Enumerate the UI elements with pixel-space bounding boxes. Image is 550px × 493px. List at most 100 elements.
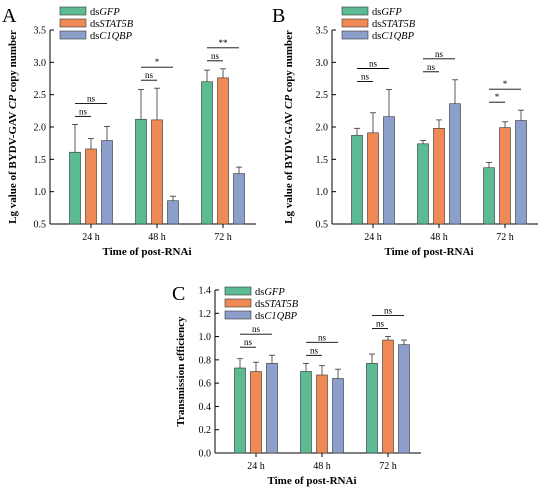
significance-label: ns: [435, 49, 444, 59]
legend-label-gene: STAT5B: [264, 299, 298, 310]
y-tick-label: 3.5: [316, 26, 329, 37]
chart-panel-c: C 0.0 0.2 0.4 0.6 0.8 1.0 1.2 1.4 Transmission ef…: [172, 283, 421, 487]
y-axis-title: Lg value of BYDV-GAV CP copy number: [7, 30, 19, 224]
x-tick-label: 72 h: [496, 232, 514, 243]
panel-letter: A: [2, 5, 17, 27]
significance-label: ns: [244, 337, 253, 347]
legend-label-prefix: ds: [255, 311, 264, 322]
bar: [433, 127, 445, 225]
legend-swatch: [341, 6, 369, 16]
y-tick-label: 1.5: [316, 155, 329, 166]
y-tick-label: 0.5: [34, 220, 47, 231]
significance-label: ns: [145, 70, 154, 80]
legend-swatch: [341, 18, 369, 28]
legend-label-prefix: ds: [90, 19, 99, 30]
legend-label-prefix: ds: [90, 7, 99, 18]
chart-panel-b: B 0.5 1.0 1.5 2.0 2.5 3.0 3.5 Lg value of BYDV-G…: [272, 5, 538, 258]
legend-label-prefix: ds: [90, 31, 99, 42]
significance-label: ns: [427, 62, 436, 72]
legend-swatch: [224, 310, 252, 320]
panel-letter: C: [172, 283, 185, 305]
y-tick-label: 0.8: [199, 355, 212, 366]
significance-label: *: [503, 79, 508, 89]
y-axis-title-italic: CP: [283, 95, 295, 109]
x-tick-label: 24 h: [247, 461, 265, 472]
significance-label: ns: [310, 345, 319, 355]
x-tick-label: 48 h: [148, 232, 166, 243]
x-tick-label: 24 h: [364, 232, 382, 243]
bar: [135, 118, 147, 225]
legend-swatch: [59, 6, 87, 16]
bar: [233, 173, 245, 225]
bar: [417, 143, 429, 225]
legend-label-gene: GFP: [99, 7, 120, 18]
y-tick-label: 3.0: [316, 58, 329, 69]
x-tick-label: 72 h: [379, 461, 397, 472]
legend-label-gene: C1QBP: [99, 31, 132, 42]
bar: [101, 140, 113, 225]
legend-swatch: [224, 286, 252, 296]
bar: [332, 378, 344, 454]
legend-label-prefix: ds: [372, 31, 381, 42]
legend-swatch: [224, 298, 252, 308]
y-axis-title-text: Lg value of BYDV-GAV: [7, 109, 19, 224]
y-axis-title-text: Transmission efficiency: [175, 316, 187, 427]
legend-label-gene: STAT5B: [99, 19, 133, 30]
significance-label: ns: [361, 71, 370, 81]
legend-label-gene: STAT5B: [381, 19, 415, 30]
bar: [449, 103, 461, 225]
y-tick-label: 0.5: [316, 220, 329, 231]
y-axis-title-suffix: copy number: [7, 30, 19, 95]
bar: [483, 167, 495, 225]
y-tick-label: 3.5: [34, 26, 47, 37]
y-tick-label: 1.2: [199, 309, 212, 320]
significance-label: ns: [79, 106, 88, 116]
y-tick-label: 2.0: [316, 123, 329, 134]
significance-label: *: [495, 92, 500, 102]
legend-label-gene: GFP: [381, 7, 402, 18]
y-tick-label: 0.4: [199, 402, 212, 413]
legend-label-prefix: ds: [255, 287, 264, 298]
bar: [167, 200, 179, 225]
bar: [398, 344, 410, 454]
y-tick-label: 1.0: [316, 187, 329, 198]
y-tick-label: 1.4: [199, 286, 212, 297]
legend-label: dsSTAT5B: [90, 19, 134, 30]
bar: [316, 374, 328, 454]
bar: [250, 371, 262, 454]
y-axis-title: Transmission efficiency: [175, 316, 187, 427]
x-tick-label: 24 h: [82, 232, 100, 243]
legend-label: dsGFP: [372, 7, 402, 18]
bar: [85, 148, 97, 225]
y-tick-label: 1.0: [199, 332, 212, 343]
x-tick-label: 48 h: [430, 232, 448, 243]
bar: [300, 371, 312, 454]
bar: [515, 120, 527, 225]
y-tick-label: 0.2: [199, 425, 212, 436]
bar: [366, 363, 378, 454]
legend-swatch: [341, 30, 369, 40]
y-axis-title-suffix: copy number: [283, 30, 295, 95]
y-tick-label: 1.5: [34, 155, 47, 166]
bar: [217, 77, 229, 225]
bar: [351, 135, 363, 225]
significance-label: *: [155, 57, 160, 67]
significance-label: ns: [369, 58, 378, 68]
x-axis-title: Time of post-RNAi: [267, 475, 356, 487]
legend-label: dsC1QBP: [90, 31, 133, 42]
legend-swatch: [59, 30, 87, 40]
bar: [201, 81, 213, 225]
chart-panel-a: A 0.5 1.0 1.5 2.0 2.5 3.0 3.5 Lg value of BYDV-G…: [2, 5, 256, 258]
legend-label-prefix: ds: [372, 7, 381, 18]
y-axis-title-italic: CP: [7, 95, 19, 109]
legend-label: dsC1QBP: [372, 31, 415, 42]
bar: [266, 363, 278, 454]
y-axis-title: Lg value of BYDV-GAV CP copy number: [283, 30, 295, 224]
x-axis-title: Time of post-RNAi: [384, 246, 473, 258]
x-axis-title: Time of post-RNAi: [102, 246, 191, 258]
bar: [499, 127, 511, 225]
significance-label: ns: [87, 93, 96, 103]
